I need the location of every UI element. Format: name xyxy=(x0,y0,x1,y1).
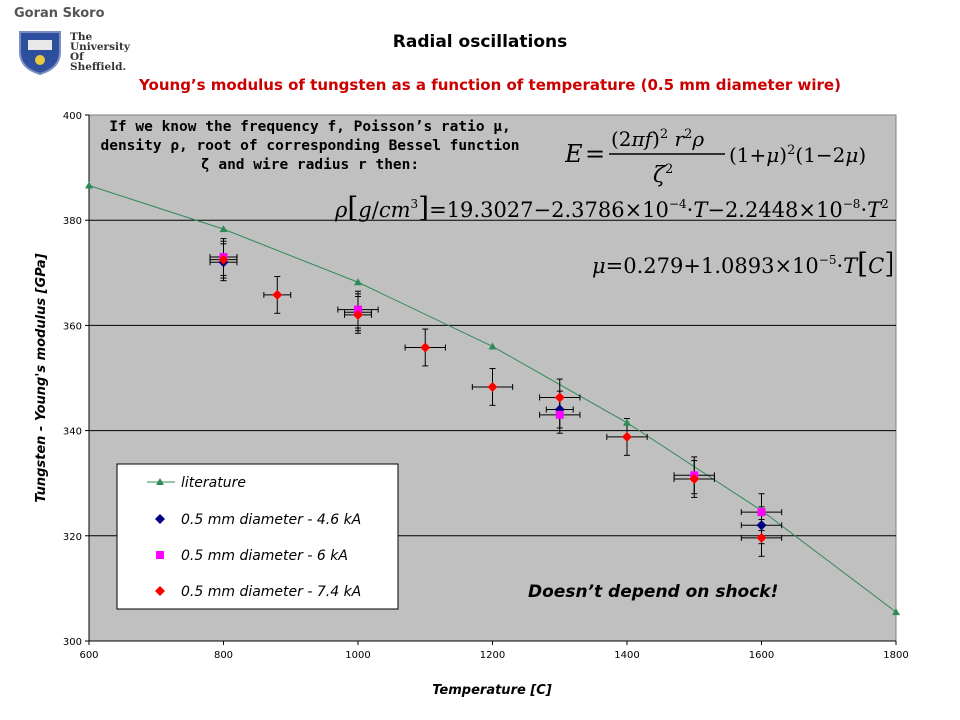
x-tick-label: 1000 xyxy=(345,650,370,661)
y-tick-label: 340 xyxy=(63,427,82,438)
data-point xyxy=(353,309,363,320)
y-tick-label: 320 xyxy=(63,532,82,543)
data-point xyxy=(354,278,362,286)
data-point xyxy=(85,181,93,189)
legend-marker xyxy=(155,514,165,524)
svg-text:=: = xyxy=(585,140,605,168)
crest-icon xyxy=(19,31,61,76)
data-point xyxy=(487,381,498,392)
y-tick-label: 360 xyxy=(63,321,82,332)
legend-label: 0.5 mm diameter - 4.6 kA xyxy=(181,512,361,528)
author-name: Goran Skoro xyxy=(14,6,105,21)
legend: literature 0.5 mm diameter - 4.6 kA 0.5 mm… xyxy=(116,463,399,610)
density-equation: ρ[g/cm3]=19.3027−2.3786×10−4·T−2.2448×10… xyxy=(334,189,910,233)
y-axis-label: Tungsten - Young's modulus [GPa] xyxy=(34,253,49,502)
data-point xyxy=(689,473,700,484)
data-point xyxy=(488,342,497,350)
data-point xyxy=(555,410,564,419)
axes: 300 320 340 360 380 400 600 800 1000 1200 1400 1600… xyxy=(63,111,909,661)
data-point xyxy=(272,289,283,300)
data-point xyxy=(420,342,431,353)
young-modulus-equation: E = (2πf)2 r2ρ ζ2 (1+μ)2(1−2μ) xyxy=(564,122,885,200)
legend-label: literature xyxy=(181,475,246,491)
slide-title: Radial oscillations xyxy=(392,32,568,52)
university-logo: Goran Skoro The University Of Sheffield. xyxy=(8,4,130,78)
data-point xyxy=(354,305,362,314)
data-point xyxy=(756,532,767,543)
legend-marker xyxy=(155,586,165,596)
svg-text:ζ2: ζ2 xyxy=(653,162,673,188)
x-tick-label: 800 xyxy=(214,650,233,661)
data-point xyxy=(218,254,229,265)
data-point xyxy=(623,418,631,426)
data-point xyxy=(756,520,767,531)
data-point xyxy=(757,508,766,517)
y-tick-label: 300 xyxy=(63,637,82,648)
svg-text:ρ[g/cm3]=19.3027−2.3786×10−4·T: ρ[g/cm3]=19.3027−2.3786×10−4·T−2.2448×10… xyxy=(335,191,889,224)
poisson-equation: μ=0.279+1.0893×10−5·T[C] xyxy=(592,245,895,287)
x-tick-label: 1400 xyxy=(614,650,639,661)
x-tick-label: 1200 xyxy=(480,650,505,661)
x-tick-label: 600 xyxy=(79,650,98,661)
data-point xyxy=(554,392,565,403)
legend-marker xyxy=(156,478,164,485)
legend-marker xyxy=(156,551,164,559)
legend-label: 0.5 mm diameter - 6 kA xyxy=(181,548,348,564)
data-point xyxy=(622,431,632,442)
svg-text:μ=0.279+1.0893×10−5·T[C]: μ=0.279+1.0893×10−5·T[C] xyxy=(592,247,892,280)
x-axis-label: Temperature [C] xyxy=(432,683,552,698)
legend-label: 0.5 mm diameter - 7.4 kA xyxy=(181,584,361,600)
data-point xyxy=(219,225,228,233)
svg-text:(1+μ)2(1−2μ): (1+μ)2(1−2μ) xyxy=(729,143,866,167)
y-tick-label: 400 xyxy=(63,111,82,122)
data-point xyxy=(892,608,900,616)
svg-text:E: E xyxy=(565,140,583,168)
data-marks xyxy=(85,181,900,616)
slide-subtitle: Young’s modulus of tungsten as a functio… xyxy=(139,76,841,94)
x-tick-label: 1600 xyxy=(749,650,774,661)
institution-name: The University Of Sheffield. xyxy=(70,31,130,73)
method-description: If we know the frequency f, Poisson’s ra… xyxy=(100,119,520,173)
svg-text:(2πf)2 r2ρ: (2πf)2 r2ρ xyxy=(611,127,704,151)
conclusion-text: Doesn’t depend on shock! xyxy=(528,582,779,602)
y-tick-label: 380 xyxy=(63,216,82,227)
x-tick-label: 1800 xyxy=(883,650,908,661)
